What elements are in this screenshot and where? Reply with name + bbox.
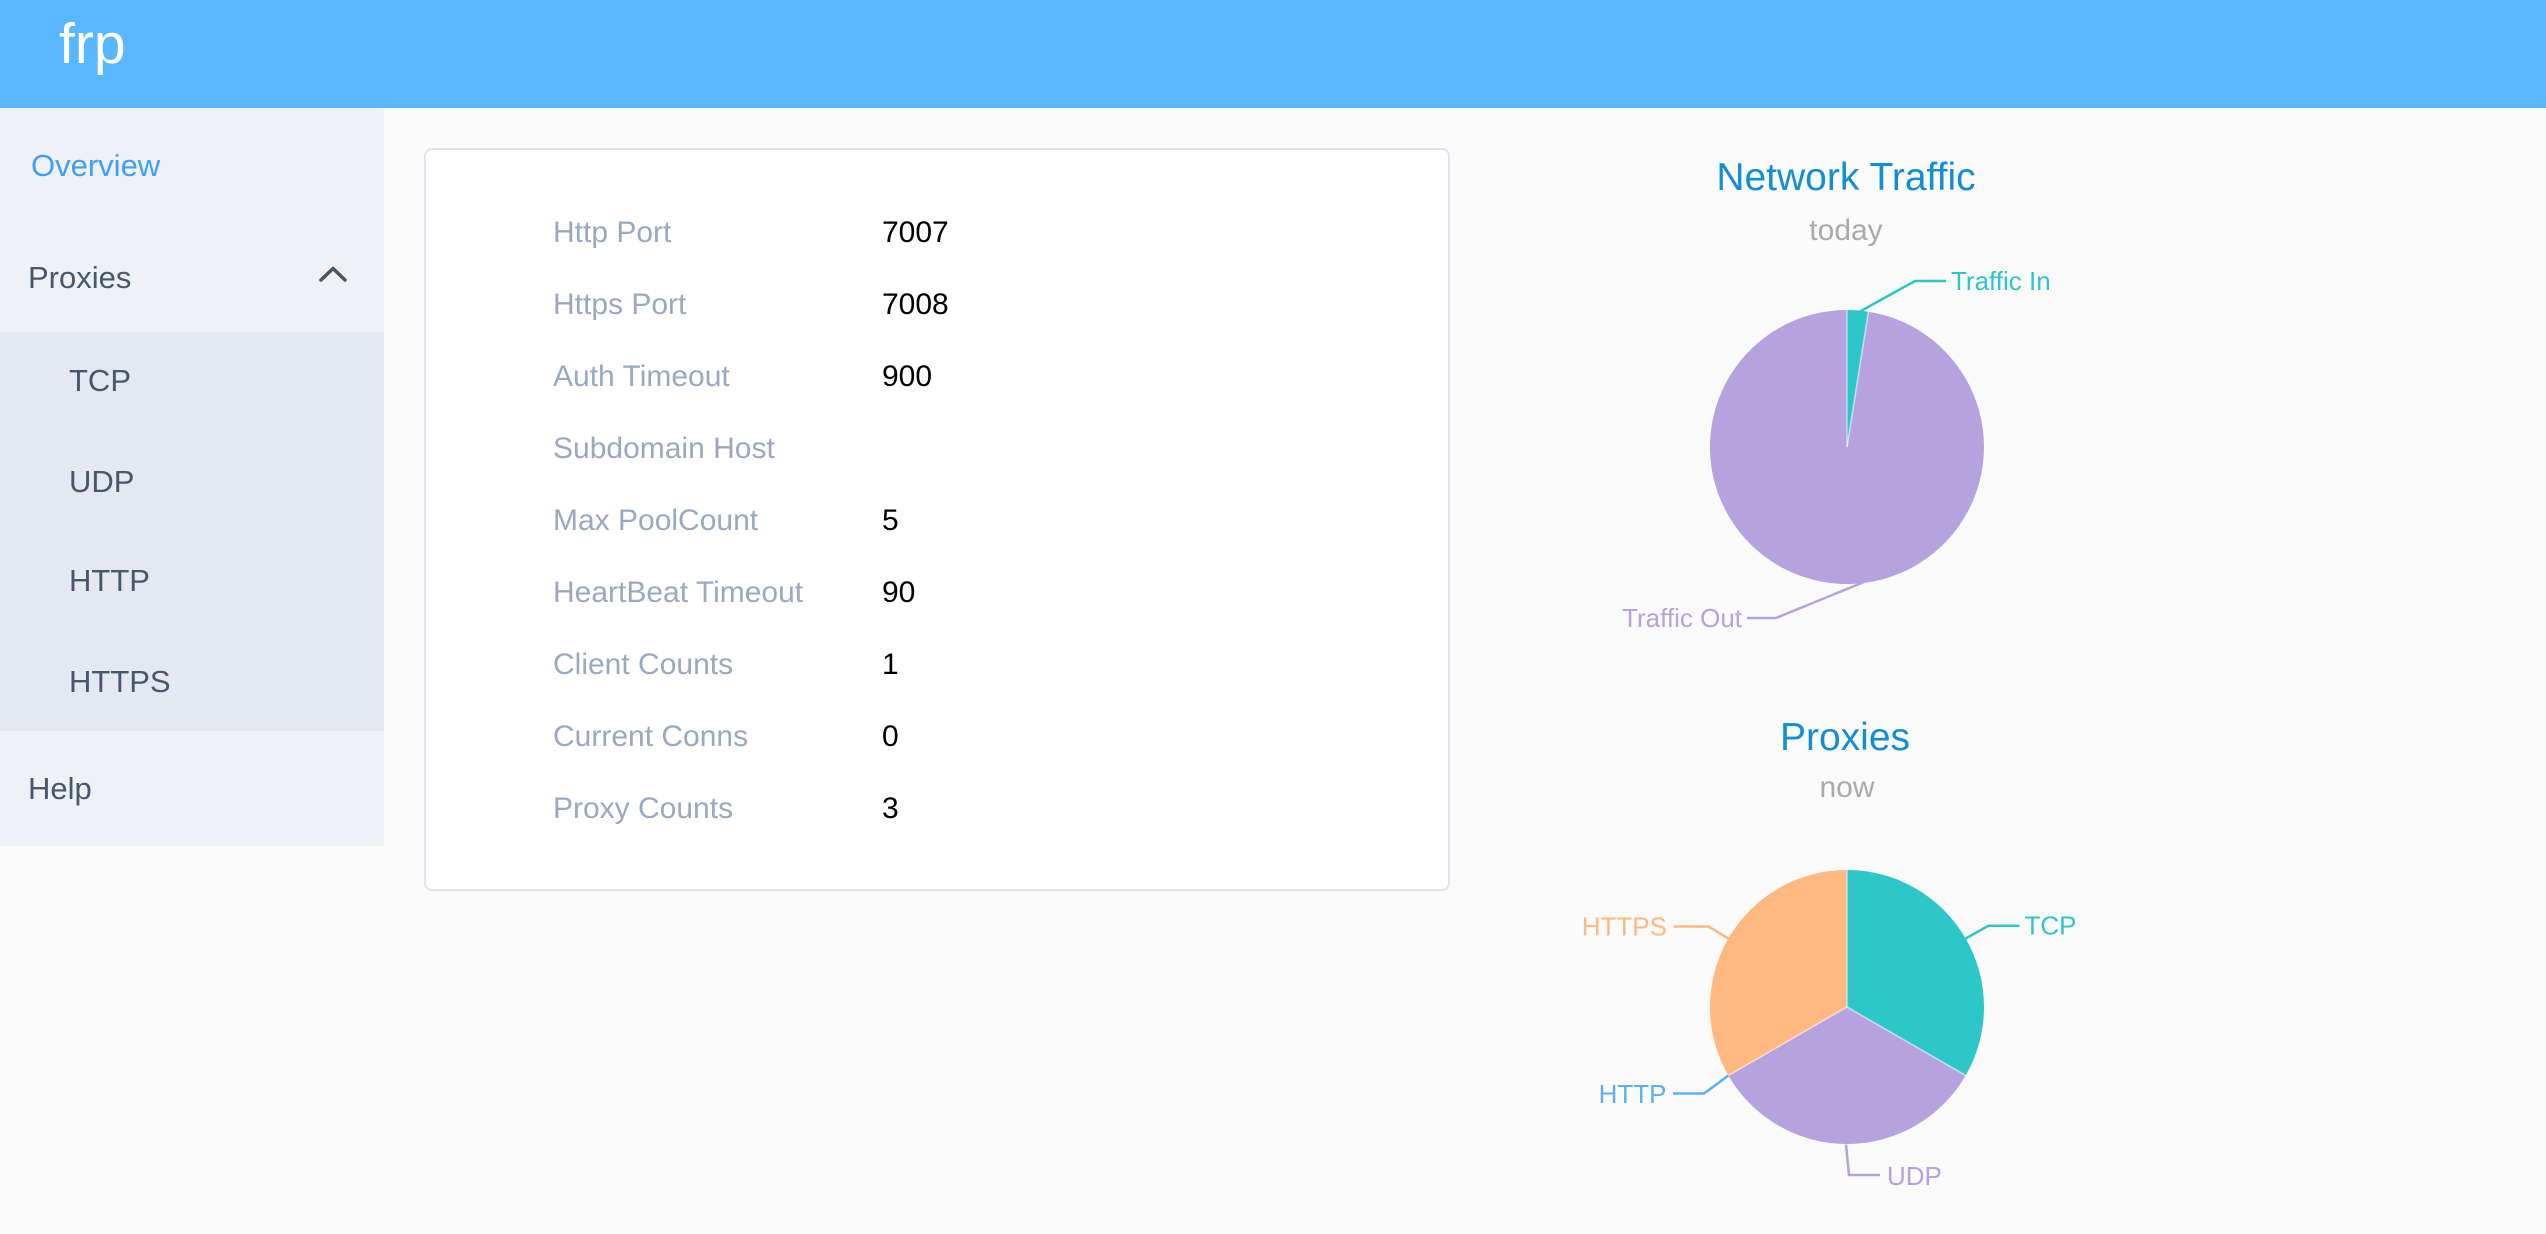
svg-text:Network Traffic: Network Traffic <box>1716 156 1975 199</box>
svg-text:today: today <box>1809 214 1882 247</box>
svg-text:now: now <box>1819 771 1874 804</box>
svg-text:HTTP: HTTP <box>1599 1079 1667 1109</box>
svg-text:HTTPS: HTTPS <box>1582 912 1667 942</box>
svg-text:UDP: UDP <box>1887 1161 1942 1191</box>
svg-text:Proxies: Proxies <box>1780 716 1910 759</box>
svg-text:TCP: TCP <box>2025 911 2077 941</box>
svg-text:Traffic In: Traffic In <box>1951 266 2051 296</box>
svg-text:Traffic Out: Traffic Out <box>1622 603 1743 633</box>
